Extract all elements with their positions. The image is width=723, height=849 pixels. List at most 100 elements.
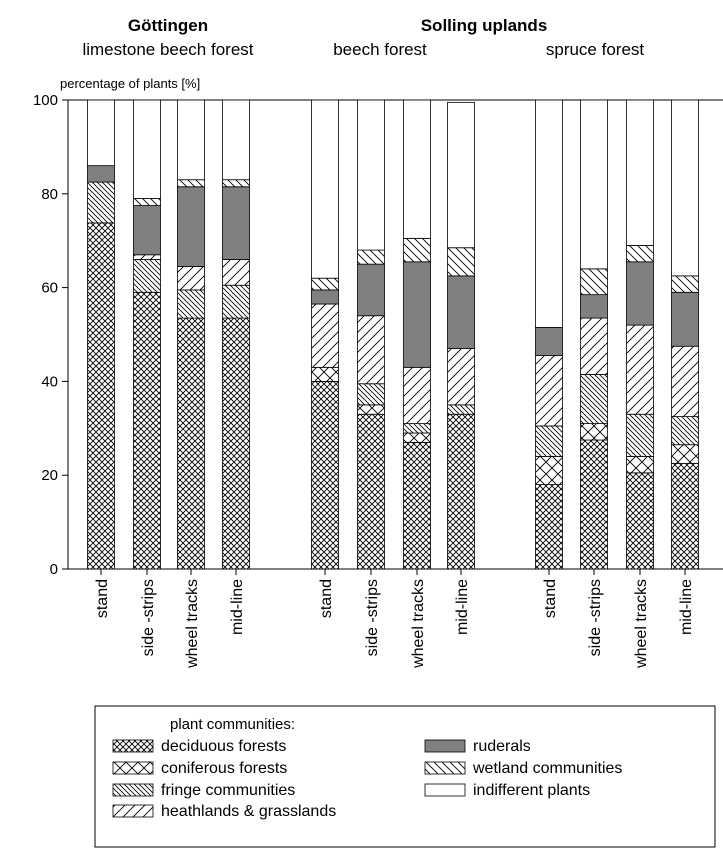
bar-segment-deciduous-forests bbox=[222, 317, 250, 570]
group-title-goettingen: Göttingen bbox=[128, 16, 208, 35]
legend-label: coniferous forests bbox=[161, 760, 287, 777]
bar-segment-indifferent-plants bbox=[87, 99, 115, 167]
bar-segment-heathlands-grasslands bbox=[447, 348, 475, 406]
bar-segment-heathlands-grasslands bbox=[580, 317, 608, 375]
legend-label: deciduous forests bbox=[161, 738, 286, 755]
bar-segment-wetland-communities bbox=[357, 249, 385, 265]
x-tick-label: side -strips bbox=[587, 579, 604, 656]
bar-segment-wetland-communities bbox=[626, 244, 654, 263]
legend-title: plant communities: bbox=[170, 716, 295, 733]
x-tick-label: mid-line bbox=[229, 579, 246, 635]
bar-segment-fringe-communities bbox=[671, 416, 699, 446]
legend-swatch bbox=[112, 783, 154, 797]
legend-label: fringe communities bbox=[161, 782, 295, 799]
y-tick-label: 0 bbox=[50, 561, 58, 578]
x-tick-label: stand bbox=[318, 579, 335, 618]
bar-segment-deciduous-forests bbox=[133, 291, 161, 570]
bar-segment-indifferent-plants bbox=[580, 99, 608, 270]
x-tick-label: side -strips bbox=[364, 579, 381, 656]
y-tick-label: 100 bbox=[33, 92, 58, 109]
bar-segment-fringe-communities bbox=[403, 423, 431, 434]
legend-label: wetland communities bbox=[472, 760, 622, 777]
bar-stack bbox=[671, 99, 699, 570]
bar-segment-deciduous-forests bbox=[447, 413, 475, 570]
bar-stack bbox=[357, 99, 385, 570]
bar-segment-indifferent-plants bbox=[403, 99, 431, 239]
bar-segment-wetland-communities bbox=[447, 247, 475, 277]
bar-segment-wetland-communities bbox=[671, 275, 699, 293]
legend-swatch bbox=[424, 761, 466, 775]
x-tick-label: mid-line bbox=[454, 579, 471, 635]
bar-segment-deciduous-forests bbox=[580, 439, 608, 570]
legend-label: ruderals bbox=[473, 738, 531, 755]
bar-segment-indifferent-plants bbox=[222, 99, 250, 181]
bar-segment-ruderals bbox=[357, 263, 385, 317]
group-subtitle-spruce: spruce forest bbox=[546, 40, 645, 59]
bar-segment-fringe-communities bbox=[447, 404, 475, 415]
bar-segment-indifferent-plants bbox=[177, 99, 205, 181]
bar-segment-coniferous-forests bbox=[580, 423, 608, 441]
bar-segment-indifferent-plants bbox=[447, 101, 475, 249]
bar-segment-heathlands-grasslands bbox=[535, 355, 563, 427]
bar-segment-coniferous-forests bbox=[311, 366, 339, 382]
bar-segment-ruderals bbox=[626, 261, 654, 326]
bar-segment-heathlands-grasslands bbox=[311, 303, 339, 368]
bar-stack bbox=[580, 99, 608, 570]
legend-label: indifferent plants bbox=[473, 782, 590, 799]
bar-segment-heathlands-grasslands bbox=[222, 259, 250, 286]
bar-segment-fringe-communities bbox=[580, 373, 608, 425]
bar-segment-deciduous-forests bbox=[403, 441, 431, 570]
bar-segment-deciduous-forests bbox=[177, 317, 205, 570]
legend: plant communities: deciduous forests coni… bbox=[94, 705, 716, 848]
legend-swatch bbox=[424, 739, 466, 753]
bar-stack bbox=[403, 99, 431, 570]
bar-segment-wetland-communities bbox=[133, 198, 161, 206]
bar-segment-heathlands-grasslands bbox=[626, 324, 654, 415]
x-tick-label: stand bbox=[94, 579, 111, 618]
bar-segment-coniferous-forests bbox=[626, 456, 654, 474]
y-tick-label: 20 bbox=[41, 467, 58, 484]
bar-segment-fringe-communities bbox=[626, 413, 654, 457]
bar-stack bbox=[177, 99, 205, 570]
bar-segment-ruderals bbox=[87, 165, 115, 183]
y-axis-label: percentage of plants [%] bbox=[60, 76, 200, 91]
bar-segment-deciduous-forests bbox=[535, 484, 563, 570]
bar-segment-fringe-communities bbox=[177, 289, 205, 319]
bar-stack bbox=[535, 99, 563, 570]
bar-segment-deciduous-forests bbox=[357, 413, 385, 570]
legend-swatch bbox=[112, 739, 154, 753]
group-subtitle-limestone-beech: limestone beech forest bbox=[82, 40, 253, 59]
x-tick-label: stand bbox=[542, 579, 559, 618]
bar-segment-fringe-communities bbox=[357, 383, 385, 406]
bar-segment-wetland-communities bbox=[580, 268, 608, 296]
x-tick-label: mid-line bbox=[678, 579, 695, 635]
bar-segment-ruderals bbox=[671, 291, 699, 347]
bar-stack bbox=[133, 99, 161, 570]
y-tick-label: 80 bbox=[41, 186, 58, 203]
bar-segment-deciduous-forests bbox=[626, 472, 654, 570]
bar-segment-deciduous-forests bbox=[87, 222, 115, 570]
bar-segment-fringe-communities bbox=[535, 425, 563, 457]
bar-segment-indifferent-plants bbox=[357, 99, 385, 251]
x-axis-labels: stand side -strips wheel tracks mid-line sta… bbox=[94, 579, 695, 669]
y-tick-label: 60 bbox=[41, 280, 58, 297]
bar-segment-fringe-communities bbox=[87, 181, 115, 224]
group-title-solling: Solling uplands bbox=[421, 16, 548, 35]
x-tick-label: side -strips bbox=[140, 579, 157, 656]
bar-segment-indifferent-plants bbox=[626, 99, 654, 246]
bar-segment-ruderals bbox=[222, 186, 250, 260]
bar-segment-heathlands-grasslands bbox=[133, 254, 161, 260]
bar-segment-ruderals bbox=[177, 186, 205, 267]
bar-segment-heathlands-grasslands bbox=[177, 266, 205, 291]
x-tick-label: wheel tracks bbox=[410, 579, 427, 669]
legend-swatch bbox=[112, 804, 154, 818]
bar-segment-coniferous-forests bbox=[357, 404, 385, 415]
bar-segment-indifferent-plants bbox=[535, 99, 563, 328]
bar-segment-coniferous-forests bbox=[671, 444, 699, 464]
bar-segment-wetland-communities bbox=[177, 179, 205, 188]
bar-segment-heathlands-grasslands bbox=[357, 315, 385, 385]
bar-segment-ruderals bbox=[311, 289, 339, 305]
bar-segment-ruderals bbox=[403, 261, 431, 368]
bar-segment-heathlands-grasslands bbox=[671, 345, 699, 417]
